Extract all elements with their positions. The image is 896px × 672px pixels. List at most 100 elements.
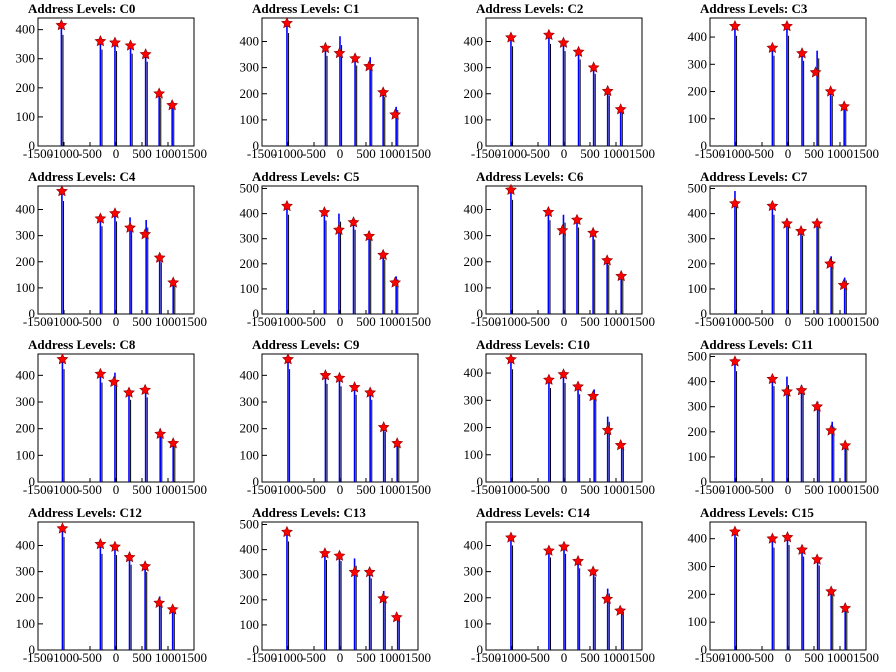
peak-marker <box>107 375 120 388</box>
peak-marker <box>838 100 851 112</box>
y-tick-label: 200 <box>688 424 708 439</box>
histogram-svg: Address Levels: C2 0 100 200 300 400 -1500-100… <box>464 1 656 161</box>
peak-marker <box>333 223 345 235</box>
peak-marker <box>505 531 517 543</box>
x-tick-label: -500 <box>78 146 102 161</box>
histogram-panel: Address Levels: C15 0 100 200 300 400 -1500 -10… <box>674 504 896 672</box>
x-tick-label: 1500 <box>853 314 879 329</box>
histogram-svg: Address Levels: C11 0 100 200 300 400 500 -1500… <box>688 337 880 497</box>
y-tick-label: 200 <box>240 592 260 607</box>
peak-marker <box>319 41 332 54</box>
x-tick-label: -500 <box>750 650 774 665</box>
x-tick-label: 500 <box>804 482 824 497</box>
histogram-panel: Address Levels: C12 0 100 200 300 400 -1500 -10… <box>2 504 226 672</box>
plot-frame <box>709 353 867 483</box>
peak-marker <box>614 604 627 616</box>
x-tick-label: 1500 <box>853 146 879 161</box>
y-tick-label: 400 <box>16 367 36 382</box>
y-tick-label: 300 <box>16 51 36 66</box>
x-tick-label: -500 <box>750 314 774 329</box>
x-tick-label: 1000 <box>603 314 629 329</box>
x-tick-label: -1500 <box>471 314 501 329</box>
plot-frame <box>709 17 867 147</box>
y-tick-label: 200 <box>464 86 484 101</box>
peak-marker <box>601 254 614 266</box>
x-tick-label: 1500 <box>181 146 207 161</box>
y-tick-label: 0 <box>29 306 36 321</box>
peak-marker <box>587 565 600 577</box>
panel-title: Address Levels: C2 <box>476 1 583 16</box>
peak-marker <box>167 276 180 288</box>
x-tick-label: 0 <box>337 146 344 161</box>
x-tick-label: -1500 <box>695 482 725 497</box>
x-tick-label: 1000 <box>603 482 629 497</box>
peak-marker <box>572 554 584 567</box>
x-tick-label: 500 <box>356 482 376 497</box>
x-tick-label: 1000 <box>603 650 629 665</box>
histogram-panel: Address Levels: C13 0 100 200 300 400 500 -1500… <box>226 504 450 672</box>
peak-marker <box>811 553 824 565</box>
y-tick-label: 200 <box>240 421 260 436</box>
histogram-panel: Address Levels: C8 0 100 200 300 400 -1500 -100… <box>2 336 226 504</box>
y-tick-label: 300 <box>240 394 260 409</box>
y-tick-label: 100 <box>240 112 260 127</box>
y-tick-label: 300 <box>240 567 260 582</box>
x-tick-label: 1500 <box>181 650 207 665</box>
y-tick-label: 400 <box>464 365 484 380</box>
x-tick-label: -500 <box>302 314 326 329</box>
x-tick-label: 500 <box>132 314 152 329</box>
y-tick-label: 200 <box>240 256 260 271</box>
peak-marker <box>505 31 517 43</box>
histogram-svg: Address Levels: C10 0 100 200 300 400 -1500-10… <box>464 337 656 497</box>
x-tick-label: -1000 <box>721 650 751 665</box>
peak-marker <box>837 278 850 291</box>
x-tick-label: -1000 <box>721 482 751 497</box>
peak-marker <box>572 45 585 58</box>
x-tick-label: 1500 <box>629 146 655 161</box>
panel-title: Address Levels: C13 <box>252 505 366 520</box>
x-tick-label: 1000 <box>379 482 405 497</box>
x-tick-label: 0 <box>785 314 792 329</box>
y-tick-label: 0 <box>477 642 484 657</box>
y-tick-label: 0 <box>477 138 484 153</box>
y-tick-label: 100 <box>240 281 260 296</box>
peak-marker <box>505 183 517 195</box>
x-tick-label: 1000 <box>155 650 181 665</box>
y-tick-label: 200 <box>688 586 708 601</box>
x-tick-label: 500 <box>132 482 152 497</box>
x-tick-label: 0 <box>337 650 344 665</box>
x-tick-label: -1500 <box>471 650 501 665</box>
peak-marker <box>557 36 570 48</box>
panel-title: Address Levels: C5 <box>252 169 360 184</box>
peak-marker <box>766 372 779 385</box>
y-tick-label: 300 <box>464 60 484 75</box>
x-tick-label: 1500 <box>629 482 655 497</box>
peak-marker <box>153 87 166 99</box>
histogram-panel: Address Levels: C2 0 100 200 300 400 -1500 -100… <box>450 0 674 168</box>
y-tick-label: 300 <box>464 564 484 579</box>
peak-marker <box>811 217 824 229</box>
peak-marker <box>109 207 121 219</box>
histogram-svg: Address Levels: C1 0 100 200 300 400 -1500-100… <box>240 1 432 161</box>
peak-marker <box>94 367 107 380</box>
y-tick-label: 300 <box>16 564 36 579</box>
peak-marker <box>587 61 600 73</box>
y-tick-label: 400 <box>688 531 708 546</box>
x-tick-label: -500 <box>78 650 102 665</box>
peak-marker <box>333 47 346 59</box>
x-tick-label: -500 <box>526 482 550 497</box>
x-tick-label: 1000 <box>603 146 629 161</box>
peak-marker <box>766 532 779 544</box>
x-tick-label: -1500 <box>23 482 53 497</box>
peak-marker <box>377 592 390 604</box>
x-tick-label: 1000 <box>827 314 853 329</box>
x-tick-label: 500 <box>804 314 824 329</box>
peak-marker <box>154 427 167 440</box>
x-tick-label: 0 <box>113 650 120 665</box>
y-tick-label: 100 <box>464 616 484 631</box>
x-tick-label: 1000 <box>379 314 405 329</box>
x-tick-label: -1000 <box>497 146 527 161</box>
x-tick-label: -1500 <box>471 482 501 497</box>
histogram-panel: Address Levels: C3 0 100 200 300 400 -1500 -100… <box>674 0 896 168</box>
